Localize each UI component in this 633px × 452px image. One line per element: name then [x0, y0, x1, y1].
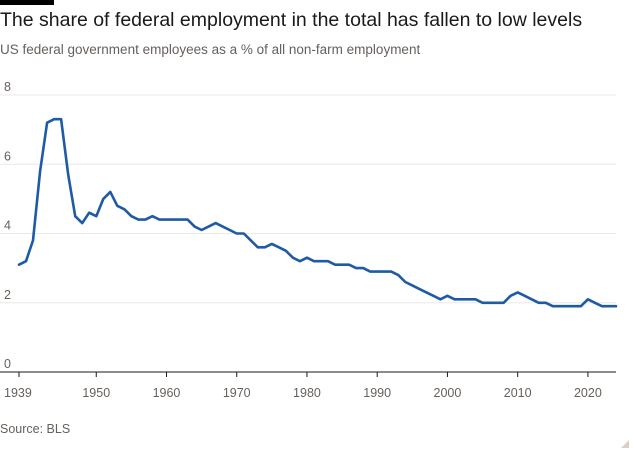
gridlines	[0, 94, 616, 373]
y-tick-label: 0	[4, 357, 11, 371]
y-tick-label: 6	[4, 149, 11, 163]
x-tick-label: 1960	[153, 386, 181, 400]
brand-top-bar	[0, 0, 54, 5]
y-tick-label: 8	[4, 80, 11, 94]
x-tick-label: 1939	[4, 386, 32, 400]
y-axis-tick-labels: 0 2 4 6 8	[4, 80, 11, 371]
chart-subtitle: US federal government employees as a % o…	[0, 42, 421, 57]
x-tick-label: 2020	[574, 386, 602, 400]
series-line-federal-share	[17, 117, 618, 308]
x-tick-label: 2010	[504, 386, 532, 400]
x-tick-label: 1980	[293, 386, 321, 400]
y-tick-label: 4	[4, 219, 11, 233]
x-tick-label: 2000	[434, 386, 462, 400]
x-tick-label: 1970	[223, 386, 251, 400]
x-axis-tick-labels: 1939 1950 1960 1970 1980 1990 2000 2010 2020	[4, 372, 602, 400]
x-tick-label: 1950	[82, 386, 110, 400]
source-note: Source: BLS	[0, 422, 71, 436]
corner-mark	[621, 440, 629, 448]
series-layer	[17, 117, 618, 308]
y-tick-label: 2	[4, 288, 11, 302]
chart-title: The share of federal employment in the t…	[0, 9, 583, 31]
x-tick-label: 1990	[363, 386, 391, 400]
